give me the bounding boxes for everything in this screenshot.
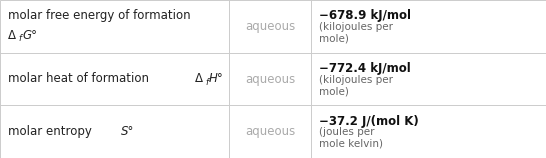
Text: molar heat of formation: molar heat of formation — [8, 73, 153, 85]
Text: (joules per
mole kelvin): (joules per mole kelvin) — [319, 127, 383, 149]
Text: Δ: Δ — [195, 73, 203, 85]
Text: (kilojoules per
mole): (kilojoules per mole) — [319, 75, 394, 96]
Text: S°: S° — [121, 125, 135, 138]
Text: aqueous: aqueous — [245, 20, 295, 33]
Text: −772.4 kJ/mol: −772.4 kJ/mol — [319, 62, 411, 75]
Text: molar free energy of formation: molar free energy of formation — [8, 9, 191, 22]
Text: −678.9 kJ/mol: −678.9 kJ/mol — [319, 9, 411, 22]
Text: f: f — [205, 78, 208, 87]
Text: G°: G° — [22, 29, 37, 42]
Text: (kilojoules per
mole): (kilojoules per mole) — [319, 22, 394, 43]
Text: molar entropy: molar entropy — [8, 125, 96, 138]
Text: H°: H° — [209, 73, 224, 85]
Text: aqueous: aqueous — [245, 125, 295, 138]
Text: Δ: Δ — [8, 29, 16, 42]
Text: aqueous: aqueous — [245, 73, 295, 85]
Text: −37.2 J/(mol K): −37.2 J/(mol K) — [319, 115, 419, 128]
Text: f: f — [19, 34, 21, 43]
